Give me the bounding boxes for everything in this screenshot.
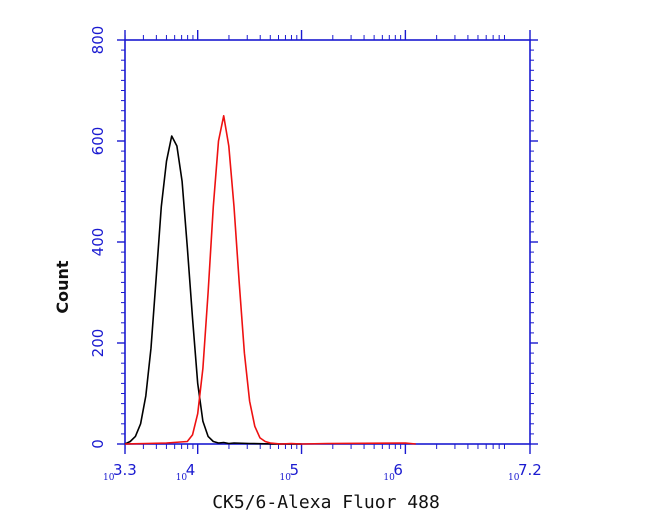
x-tick-label-base: 10 xyxy=(508,473,520,483)
y-tick-label: 600 xyxy=(89,127,107,156)
series-line-2 xyxy=(124,115,416,445)
x-tick-label-base: 10 xyxy=(280,473,292,483)
x-tick-label-base: 10 xyxy=(176,473,188,483)
x-tick-label-exponent: 3.3 xyxy=(113,461,137,479)
x-tick-label: 103.3 xyxy=(103,461,137,483)
x-tick-label: 105 xyxy=(280,461,300,483)
x-tick-label-exponent: 7.2 xyxy=(518,461,542,479)
y-axis-title: Count xyxy=(53,260,72,314)
x-axis-title: CK5/6-Alexa Fluor 488 xyxy=(212,492,440,513)
x-tick-label-exponent: 6 xyxy=(393,461,403,479)
y-tick-label: 200 xyxy=(89,329,107,358)
y-tick-label: 400 xyxy=(89,228,107,257)
y-tick-label: 800 xyxy=(89,26,107,55)
x-tick-label-exponent: 5 xyxy=(290,461,300,479)
series-layer xyxy=(124,115,416,445)
x-tick-label: 106 xyxy=(383,461,403,483)
axes xyxy=(117,30,538,454)
x-tick-label-base: 10 xyxy=(383,473,395,483)
x-tick-label: 104 xyxy=(176,461,196,483)
x-tick-label-exponent: 4 xyxy=(186,461,196,479)
plot-frame xyxy=(124,39,531,445)
x-tick-label-base: 10 xyxy=(103,473,115,483)
series-line-1 xyxy=(124,135,302,445)
y-tick-label: 0 xyxy=(89,439,107,449)
x-tick-label: 107.2 xyxy=(508,461,542,483)
